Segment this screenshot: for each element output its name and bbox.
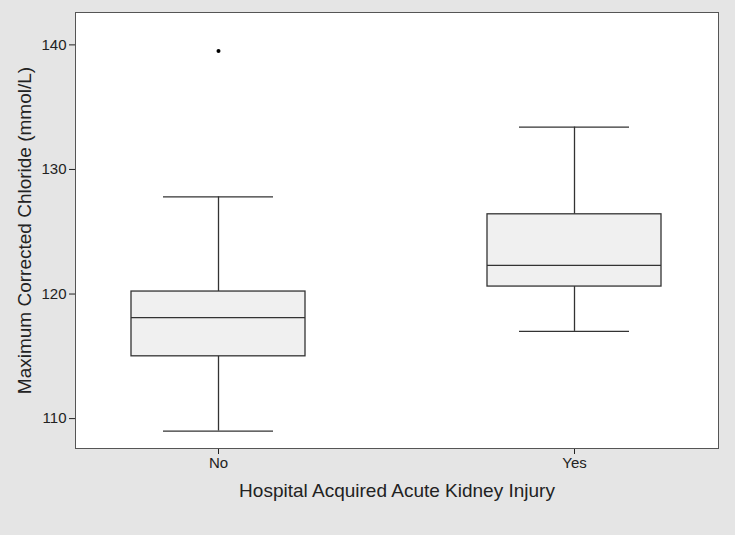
- svg-text:Yes: Yes: [562, 454, 586, 471]
- svg-text:No: No: [209, 454, 228, 471]
- svg-text:130: 130: [41, 160, 66, 177]
- svg-text:Hospital Acquired Acute Kidney: Hospital Acquired Acute Kidney Injury: [239, 480, 555, 501]
- svg-text:Maximum Corrected Chloride (mm: Maximum Corrected Chloride (mmol/L): [14, 67, 35, 394]
- svg-text:120: 120: [41, 285, 66, 302]
- svg-text:110: 110: [43, 409, 67, 426]
- svg-text:140: 140: [41, 36, 66, 53]
